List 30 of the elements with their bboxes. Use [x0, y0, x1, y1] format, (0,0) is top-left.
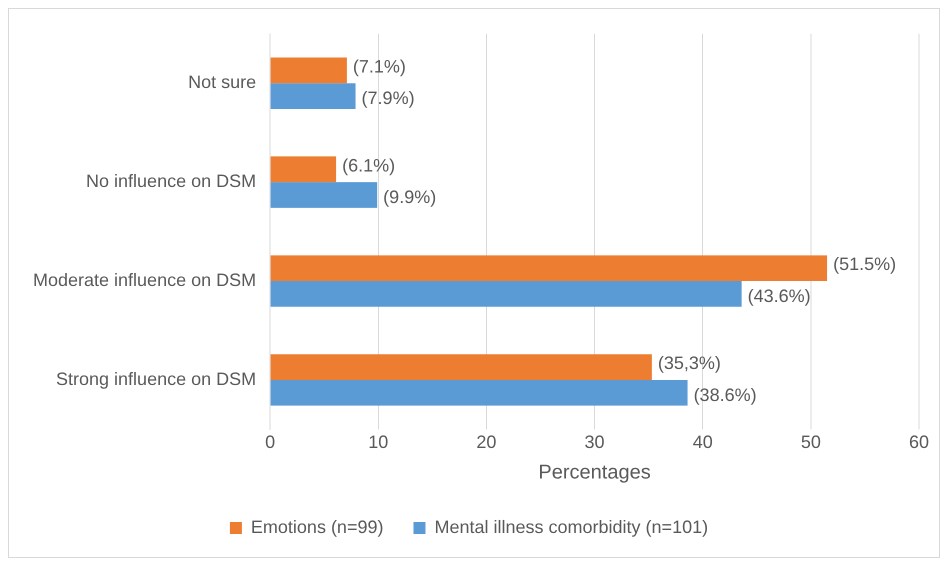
data-label: (51.5%): [833, 254, 896, 274]
data-label: (7.1%): [352, 56, 406, 76]
x-tick-label: 0: [265, 432, 276, 452]
data-label: (9.9%): [383, 186, 436, 207]
y-tick-label: Moderate influence on DSM: [32, 270, 256, 290]
data-label: (43.6%): [748, 286, 811, 306]
data-label: (38.6%): [694, 384, 757, 405]
bar: [270, 281, 742, 307]
x-tick-label: 20: [476, 432, 496, 452]
legend-label: Emotions (n=99): [250, 516, 384, 537]
bar: [270, 182, 378, 208]
x-tick-label: 60: [908, 432, 930, 452]
x-tick-label: 30: [584, 432, 605, 452]
bar: [270, 156, 336, 182]
x-tick-label: 50: [800, 432, 821, 452]
y-tick-label: No influence on DSM: [86, 171, 256, 192]
data-label: (6.1%): [342, 155, 396, 176]
bar: [270, 58, 347, 84]
bar: [270, 380, 688, 406]
x-axis-title: Percentages: [538, 462, 651, 484]
data-label: (35,3%): [658, 353, 721, 374]
bar: [270, 83, 356, 109]
x-tick-label: 10: [368, 432, 388, 452]
x-tick-label: 40: [692, 432, 713, 452]
bar: [270, 255, 828, 282]
bar: [270, 354, 652, 380]
legend-label: Mental illness comorbidity (n=101): [434, 516, 708, 537]
y-tick-label: Not sure: [188, 72, 256, 92]
y-tick-label: Strong influence on DSM: [56, 368, 256, 389]
data-label: (7.9%): [362, 88, 415, 108]
